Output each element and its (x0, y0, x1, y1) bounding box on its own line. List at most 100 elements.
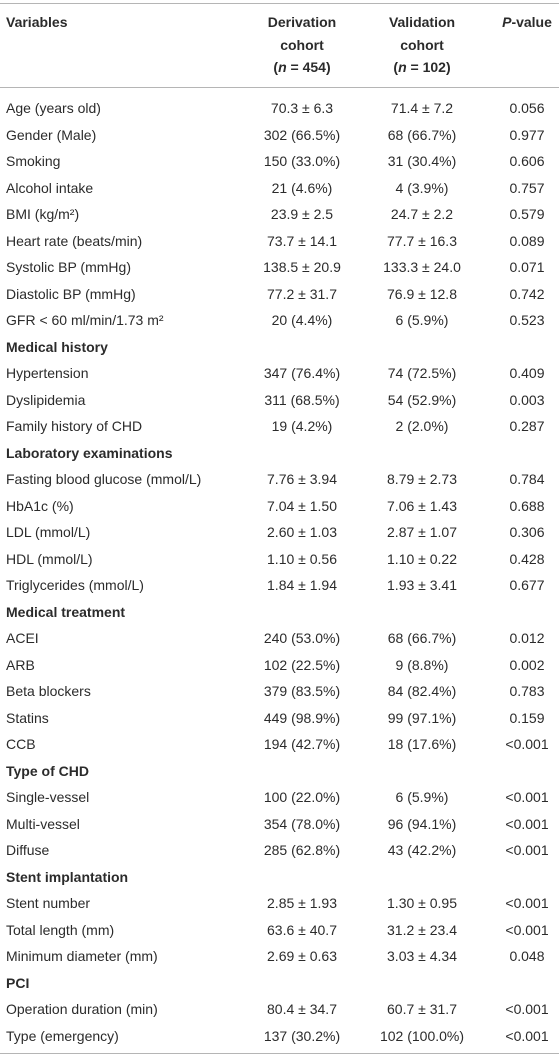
p-value: 0.977 (509, 126, 545, 143)
p-value: 0.688 (509, 497, 545, 514)
validation-value: 96 (94.1%) (387, 815, 457, 832)
validation-value: 43 (42.2%) (387, 842, 457, 858)
variable-label: GFR < 60 ml/min/1.73 m² (6, 312, 164, 328)
p-value: <0.001 (505, 1001, 549, 1017)
header-derivation-n: (n = 454) (232, 58, 372, 76)
text: -value (511, 14, 552, 30)
derivation-value: 449 (98.9%) (263, 709, 341, 726)
p-value: 0.056 (509, 100, 545, 116)
validation-value: 68 (66.7%) (387, 126, 457, 143)
variable-label: Type (emergency) (6, 1027, 119, 1044)
validation-value: 4 (3.9%) (395, 179, 449, 196)
validation-value: 1.93 ± 3.41 (387, 577, 457, 593)
variable-label: Alcohol intake (6, 179, 94, 196)
variable-label: CCB (6, 736, 36, 752)
p-value: <0.001 (505, 895, 549, 911)
text: = 102) (406, 59, 451, 75)
derivation-value: 138.5 ± 20.9 (263, 259, 341, 275)
validation-value: 77.7 ± 16.3 (387, 232, 457, 249)
text: = 454) (286, 59, 331, 75)
derivation-value: 311 (68.5%) (264, 391, 340, 408)
p-value: <0.001 (505, 921, 549, 938)
validation-value: 24.7 ± 2.2 (390, 206, 454, 222)
validation-value: 84 (82.4%) (387, 683, 457, 699)
p-value: 0.002 (509, 656, 545, 673)
derivation-value: 240 (53.0%) (263, 630, 341, 646)
validation-value: 6 (5.9%) (395, 312, 449, 328)
text: n (398, 59, 407, 75)
validation-value: 133.3 ± 24.0 (383, 259, 461, 275)
variable-label: Operation duration (min) (6, 1001, 158, 1017)
variable-label: ACEI (6, 630, 39, 646)
section-label: Type of CHD (6, 762, 89, 779)
variable-label: Diastolic BP (mmHg) (6, 285, 136, 302)
derivation-value: 2.85 ± 1.93 (267, 895, 337, 911)
validation-value: 9 (8.8%) (395, 656, 449, 673)
validation-value: 76.9 ± 12.8 (387, 285, 457, 302)
variable-label: Triglycerides (mmol/L) (6, 577, 144, 593)
validation-value: 3.03 ± 4.34 (387, 948, 457, 964)
variable-label: Smoking (6, 153, 61, 169)
derivation-value: 285 (62.8%) (263, 842, 341, 858)
validation-value: 31.2 ± 23.4 (387, 921, 457, 938)
variable-label: Fasting blood glucose (mmol/L) (6, 471, 202, 487)
validation-value: 1.10 ± 0.22 (387, 550, 457, 567)
variable-label: Diffuse (6, 842, 50, 858)
variable-label: Minimum diameter (mm) (6, 948, 158, 964)
validation-value: 102 (100.0%) (379, 1027, 465, 1044)
variable-label: LDL (mmol/L) (6, 524, 91, 540)
p-value: 0.071 (509, 259, 545, 275)
p-value: 0.579 (509, 206, 545, 222)
validation-value: 60.7 ± 31.7 (387, 1001, 457, 1017)
derivation-value: 73.7 ± 14.1 (267, 232, 337, 249)
p-value: <0.001 (505, 1027, 549, 1044)
validation-value: 68 (66.7%) (387, 630, 457, 646)
variable-label: Hypertension (6, 365, 89, 381)
p-value: 0.003 (509, 391, 545, 408)
derivation-value: 1.10 ± 0.56 (267, 550, 337, 567)
variable-label: Stent number (6, 895, 91, 911)
header-rule (0, 87, 559, 88)
derivation-value: 100 (22.0%) (263, 789, 341, 805)
variable-label: Beta blockers (6, 683, 91, 699)
header-derivation: Derivation (267, 14, 337, 30)
derivation-value: 20 (4.4%) (271, 312, 333, 328)
p-value: 0.409 (509, 365, 545, 381)
variable-label: Heart rate (beats/min) (6, 232, 143, 249)
validation-value: 31 (30.4%) (387, 153, 457, 169)
validation-value: 2.87 ± 1.07 (387, 524, 457, 540)
p-value: 0.287 (509, 418, 545, 434)
derivation-value: 354 (78.0%) (263, 815, 341, 832)
section-label: Stent implantation (6, 868, 129, 885)
derivation-value: 194 (42.7%) (263, 736, 341, 752)
variable-label: HbA1c (%) (6, 497, 74, 514)
header-validation: Validation (388, 14, 456, 30)
variable-label: Statins (6, 709, 49, 726)
validation-value: 8.79 ± 2.73 (387, 471, 457, 487)
validation-value: 18 (17.6%) (387, 736, 457, 752)
bottom-rule (0, 1053, 559, 1054)
variable-label: Total length (mm) (6, 921, 115, 938)
p-value: 0.159 (509, 709, 545, 726)
variable-label: HDL (mmol/L) (6, 550, 93, 567)
derivation-value: 70.3 ± 6.3 (270, 100, 334, 116)
variable-label: Dyslipidemia (6, 391, 86, 408)
p-value: 0.784 (509, 471, 545, 487)
p-value: 0.757 (509, 179, 545, 196)
derivation-value: 2.60 ± 1.03 (267, 524, 337, 540)
header-variables: Variables (6, 14, 68, 30)
derivation-value: 302 (66.5%) (263, 126, 341, 143)
section-label: Medical history (6, 338, 108, 355)
p-value: <0.001 (505, 736, 549, 752)
validation-value: 2 (2.0%) (395, 418, 449, 434)
variable-label: BMI (kg/m²) (6, 206, 80, 222)
variable-label: Multi-vessel (6, 815, 80, 832)
p-value: 0.306 (509, 524, 545, 540)
derivation-value: 379 (83.5%) (263, 683, 341, 699)
derivation-value: 1.84 ± 1.94 (267, 577, 337, 593)
variable-label: Family history of CHD (6, 418, 143, 434)
derivation-value: 77.2 ± 31.7 (267, 285, 337, 302)
p-value: 0.783 (509, 683, 545, 699)
text: n (278, 59, 287, 75)
